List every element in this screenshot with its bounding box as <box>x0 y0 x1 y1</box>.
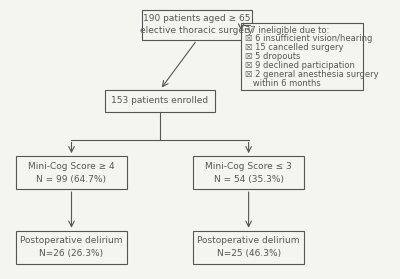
FancyBboxPatch shape <box>241 23 363 90</box>
Text: Mini-Cog Score ≥ 4: Mini-Cog Score ≥ 4 <box>28 162 115 170</box>
Text: ☒ 5 dropouts: ☒ 5 dropouts <box>245 52 300 61</box>
Text: N=26 (26.3%): N=26 (26.3%) <box>40 249 104 258</box>
FancyBboxPatch shape <box>105 90 216 112</box>
Text: ☒ 9 declined participation: ☒ 9 declined participation <box>245 61 355 70</box>
FancyBboxPatch shape <box>142 10 252 40</box>
Text: ☒ 6 insufficient vision/hearing: ☒ 6 insufficient vision/hearing <box>245 34 372 44</box>
FancyBboxPatch shape <box>193 231 304 264</box>
Text: 153 patients enrolled: 153 patients enrolled <box>112 96 209 105</box>
Text: Postoperative delirium: Postoperative delirium <box>20 236 123 245</box>
Text: N = 54 (35.3%): N = 54 (35.3%) <box>214 175 284 184</box>
FancyBboxPatch shape <box>16 156 127 189</box>
Text: elective thoracic surgery: elective thoracic surgery <box>140 27 254 35</box>
Text: within 6 months: within 6 months <box>245 79 321 88</box>
Text: N=25 (46.3%): N=25 (46.3%) <box>216 249 281 258</box>
FancyBboxPatch shape <box>16 231 127 264</box>
Text: Postoperative delirium: Postoperative delirium <box>197 236 300 245</box>
Text: Mini-Cog Score ≤ 3: Mini-Cog Score ≤ 3 <box>205 162 292 170</box>
Text: ☒ 2 general anesthesia surgery: ☒ 2 general anesthesia surgery <box>245 70 378 79</box>
Text: 37 ineligible due to:: 37 ineligible due to: <box>245 26 329 35</box>
FancyBboxPatch shape <box>193 156 304 189</box>
Text: ☒ 15 cancelled surgery: ☒ 15 cancelled surgery <box>245 43 344 52</box>
Text: N = 99 (64.7%): N = 99 (64.7%) <box>36 175 106 184</box>
Text: 190 patients aged ≥ 65: 190 patients aged ≥ 65 <box>143 14 251 23</box>
